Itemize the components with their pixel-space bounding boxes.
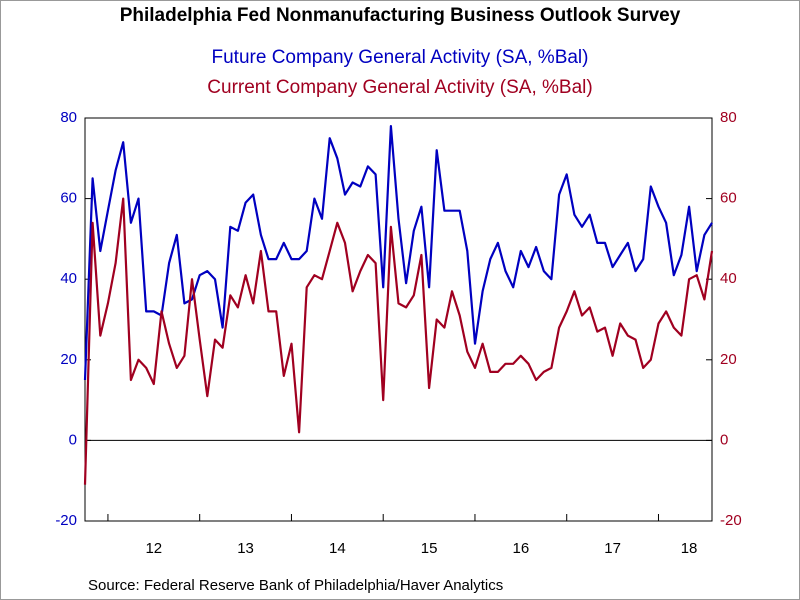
y2-tick-label: 40 — [720, 270, 737, 287]
y-tick-label: 20 — [60, 351, 77, 368]
y-tick-label: 80 — [60, 109, 77, 126]
x-tick-label: 14 — [329, 540, 346, 557]
y2-tick-label: 0 — [720, 431, 728, 448]
series-line — [83, 197, 714, 485]
y-tick-label: 0 — [69, 431, 77, 448]
subtitle: Current Company General Activity (SA, %B… — [207, 77, 592, 98]
y2-tick-label: 20 — [720, 351, 737, 368]
chart-title: Philadelphia Fed Nonmanufacturing Busine… — [120, 5, 681, 26]
x-tick-label: 15 — [421, 540, 438, 557]
x-tick-label: 16 — [512, 540, 529, 557]
plot-area — [84, 117, 713, 522]
y2-tick-label: -20 — [720, 512, 742, 529]
y2-tick-label: 80 — [720, 109, 737, 126]
x-tick-label: 12 — [145, 540, 162, 557]
x-tick-label: 17 — [604, 540, 621, 557]
x-tick-label: 13 — [237, 540, 254, 557]
subtitle: Future Company General Activity (SA, %Ba… — [212, 47, 589, 68]
y-tick-label: -20 — [55, 512, 77, 529]
x-tick-label: 18 — [681, 540, 698, 557]
y-tick-label: 40 — [60, 270, 77, 287]
y2-tick-label: 60 — [720, 190, 737, 207]
y-tick-label: 60 — [60, 190, 77, 207]
source: Source: Federal Reserve Bank of Philadel… — [88, 577, 503, 594]
